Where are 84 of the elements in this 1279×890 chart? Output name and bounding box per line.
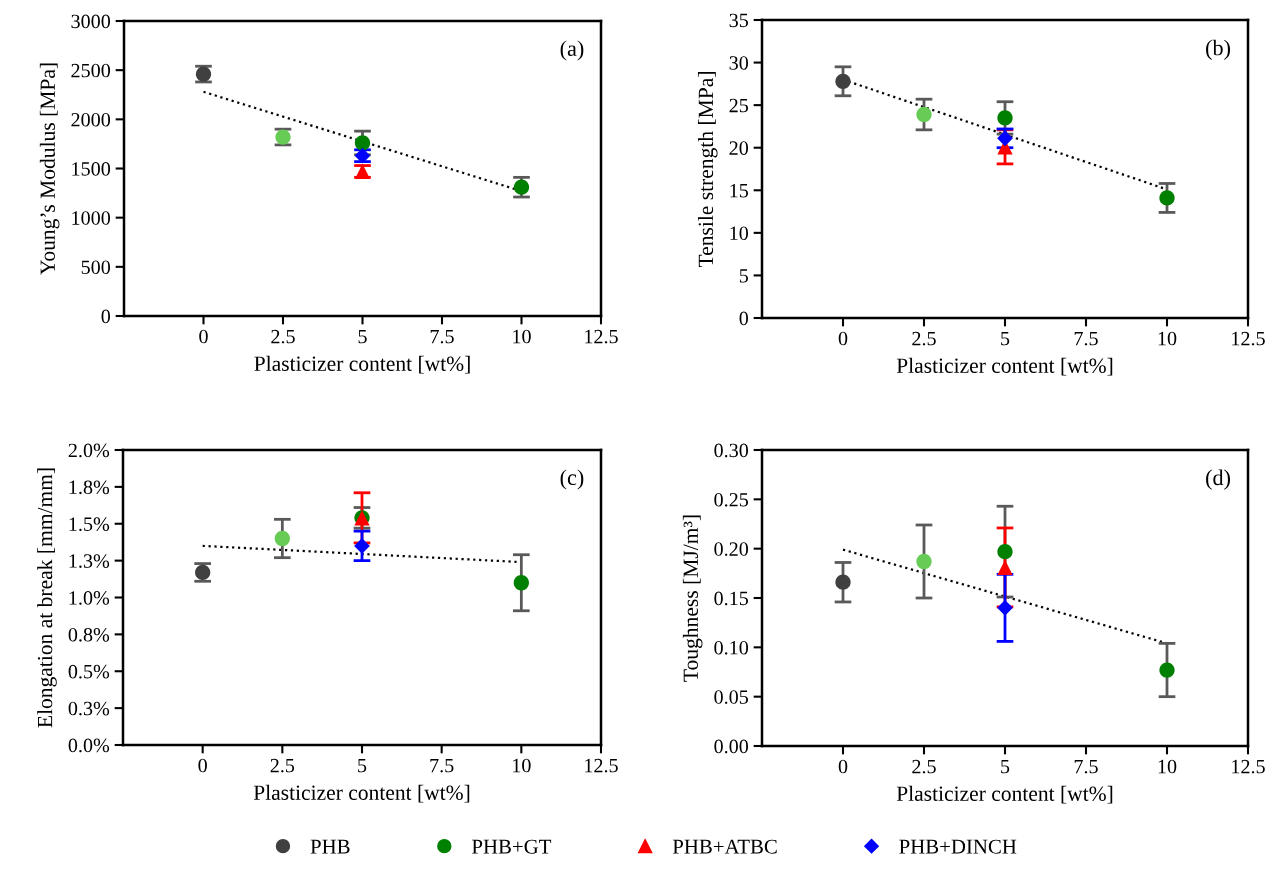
y-tick-label: 15 [730,183,749,198]
y-axis-title: Elongation at break [mm/mm] [37,468,57,728]
point [916,106,932,123]
x-tick-label: 2.5 [271,329,295,344]
legend-label: PHB+ATBC [672,839,777,854]
x-tick-label: 2.5 [270,758,295,773]
x-tick-label: 7.5 [1074,759,1098,774]
x-tick-label: 10 [513,758,531,773]
x-tick-label: 5 [1001,759,1010,774]
y-tick-label: 0.8% [68,627,110,642]
point [835,73,851,89]
y-tick-label: 0.5% [68,664,110,679]
x-tick-label: 0 [838,759,848,774]
y-tick-label: 5 [739,269,749,283]
y-tick-label: 0.00 [714,739,749,754]
x-axis-title: Plasticizer content [wt%] [254,355,470,374]
annotation: (b) [1206,39,1231,60]
x-axis-title: Plasticizer content [wt%] [253,784,470,803]
point [274,530,290,547]
x-tick-label: 7.5 [1074,331,1098,346]
x-tick-label: 0 [199,329,208,344]
y-axis-title: Tensile strength [MPa] [697,72,718,268]
y-tick-label: 10 [730,226,749,241]
y-tick-label: 500 [81,260,111,275]
x-tick-label: 7.5 [430,758,454,773]
x-tick-label: 7.5 [430,329,454,344]
x-tick-label: 12.5 [585,758,618,773]
y-tick-label: 1.3% [69,554,110,568]
y-tick-label: 0 [739,311,749,326]
x-tick-label: 5 [358,329,367,344]
y-tick-label: 1500 [72,162,111,176]
y-tick-label: 2500 [71,63,111,78]
y-tick-label: 0.15 [714,591,749,606]
x-tick-label: 10 [1158,759,1177,774]
x-tick-label: 10 [1158,331,1177,346]
point [1159,190,1175,206]
legend-label: PHB [310,839,350,854]
y-axis-title: Toughness [MJ/m³] [682,515,703,682]
y-tick-label: 0.05 [714,690,749,704]
y-axis-title: Young’s Modulus [MPa] [39,63,60,275]
y-tick-label: 35 [729,13,749,28]
x-tick-label: 2.5 [912,759,936,774]
x-tick-label: 12.5 [585,329,618,344]
x-tick-label: 5 [358,758,367,773]
y-tick-label: 0.10 [714,640,749,655]
y-tick-label: 30 [729,56,749,70]
x-tick-label: 12.5 [1232,331,1265,346]
legend-label: PHB+GT [472,839,552,854]
point [997,600,1013,616]
y-tick-label: 1.8% [69,480,110,495]
y-tick-label: 1000 [72,211,111,225]
x-tick-label: 2.5 [912,331,936,346]
y-tick-label: 0.0% [68,738,110,753]
legend-label: PHB+DINCH [899,839,1017,854]
y-tick-label: 1.5% [69,517,110,532]
y-tick-label: 2000 [71,112,111,127]
x-axis-title: Plasticizer content [wt%] [896,785,1113,804]
point [835,574,851,590]
annotation: (d) [1206,469,1231,490]
x-axis-title: Plasticizer content [wt%] [896,357,1113,376]
y-tick-label: 2.0% [68,443,110,458]
y-tick-label: 0 [101,309,111,324]
point [354,135,371,151]
y-tick-label: 0.20 [714,542,749,556]
point [513,575,529,591]
point [1159,662,1175,678]
point [997,110,1013,126]
point [354,538,370,554]
y-tick-label: 25 [729,98,749,113]
y-tick-label: 0.25 [714,492,749,507]
point [916,553,932,570]
x-tick-label: 0 [838,331,848,346]
y-tick-label: 0.30 [714,443,749,458]
y-tick-label: 0.3% [68,701,110,716]
x-tick-label: 12.5 [1232,759,1265,774]
x-tick-label: 0 [198,758,207,773]
y-tick-label: 3000 [71,14,111,29]
annotation: (c) [560,469,584,490]
x-tick-label: 5 [1001,331,1010,346]
point [997,543,1013,560]
y-tick-label: 1.0% [69,591,110,605]
annotation: (a) [560,40,584,61]
y-tick-label: 20 [729,141,749,155]
x-tick-label: 10 [513,329,531,344]
